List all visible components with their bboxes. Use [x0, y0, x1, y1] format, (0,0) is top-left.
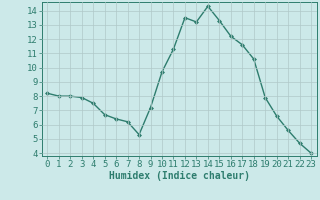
X-axis label: Humidex (Indice chaleur): Humidex (Indice chaleur) [109, 171, 250, 181]
